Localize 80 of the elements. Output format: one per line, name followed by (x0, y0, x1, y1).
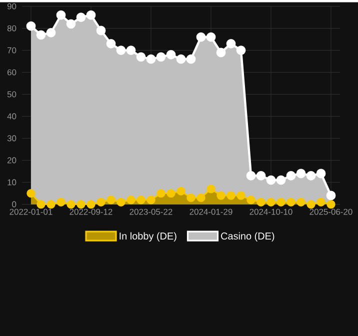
y-tick-label: 0 (12, 201, 16, 208)
point (36, 200, 46, 209)
point (166, 50, 176, 60)
point (96, 26, 106, 36)
point (56, 10, 66, 20)
point (206, 184, 216, 194)
point (146, 54, 156, 64)
y-tick-label: 40 (7, 113, 16, 120)
point (186, 193, 196, 202)
y-tick-label: 20 (7, 157, 16, 164)
point (186, 54, 196, 64)
point (146, 195, 156, 204)
point (116, 198, 126, 206)
point (66, 19, 76, 28)
point (46, 28, 56, 38)
point (276, 175, 286, 185)
point (326, 190, 336, 200)
point (96, 198, 106, 206)
point (136, 195, 146, 204)
point (106, 195, 116, 204)
point (206, 32, 216, 42)
point (306, 170, 316, 180)
point (156, 188, 166, 198)
point (126, 195, 136, 204)
point (126, 45, 136, 55)
point (286, 170, 296, 180)
x-tick-label: 2022-01-01 (10, 208, 52, 215)
point (316, 198, 326, 206)
x-tick-label: 2023-05-22 (130, 208, 172, 215)
point (26, 21, 36, 31)
x-tick-label: 2025-06-20 (310, 208, 352, 215)
point (246, 170, 256, 180)
point (276, 198, 286, 206)
point (26, 188, 36, 198)
x-tick-label: 2022-09-12 (70, 208, 112, 215)
point (106, 38, 116, 48)
point (296, 198, 306, 206)
legend-label: In lobby (DE) (120, 232, 176, 242)
point (266, 198, 276, 206)
point (76, 200, 86, 209)
point (176, 54, 186, 64)
y-tick-label: 80 (7, 25, 16, 32)
point (306, 200, 316, 209)
point (136, 52, 146, 62)
point (76, 12, 86, 22)
point (196, 32, 206, 42)
y-tick-label: 30 (7, 135, 16, 142)
point (56, 198, 66, 206)
point (66, 200, 76, 209)
point (236, 191, 246, 200)
point (296, 168, 306, 178)
point (226, 38, 236, 48)
point (116, 45, 126, 55)
point (236, 45, 246, 55)
point (286, 198, 296, 206)
y-tick-label: 70 (8, 47, 16, 54)
point (266, 175, 276, 185)
legend-label: Casino (DE) (221, 232, 274, 242)
point (46, 200, 56, 209)
point (326, 200, 336, 209)
x-tick-label: 2024-10-10 (250, 208, 292, 215)
point (196, 193, 206, 202)
y-tick-label: 50 (7, 91, 16, 98)
point (36, 30, 46, 40)
x-tick-label: 2024-01-29 (190, 208, 232, 215)
point (86, 200, 96, 209)
point (246, 195, 256, 204)
y-tick-label: 90 (7, 3, 16, 10)
point (256, 198, 266, 206)
y-tick-label: 10 (8, 179, 16, 186)
y-tick-label: 60 (8, 69, 16, 76)
point (86, 10, 96, 20)
point (256, 170, 266, 180)
point (166, 188, 176, 198)
point (316, 168, 326, 178)
point (216, 48, 226, 58)
point (226, 191, 236, 200)
point (216, 191, 226, 200)
point (176, 186, 186, 196)
point (156, 52, 166, 62)
